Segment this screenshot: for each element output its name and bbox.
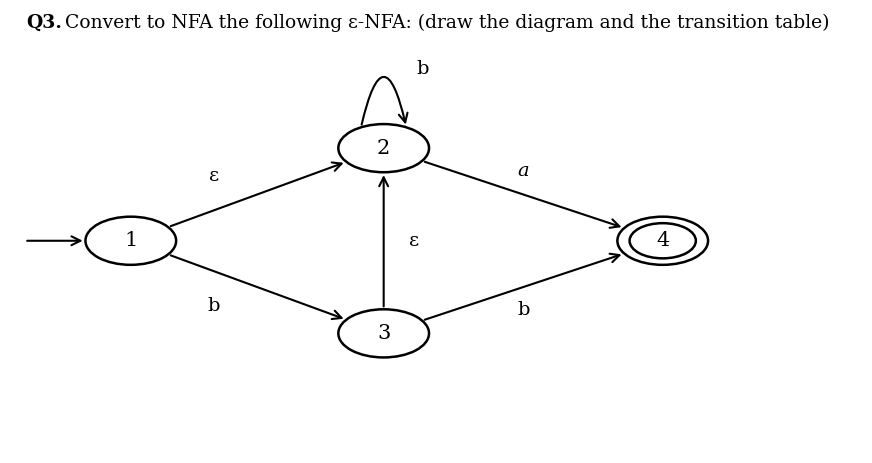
Circle shape: [85, 217, 176, 265]
Text: b: b: [208, 297, 220, 314]
Circle shape: [617, 217, 708, 265]
Text: 2: 2: [377, 138, 391, 158]
Text: ε: ε: [409, 232, 419, 250]
Text: a: a: [517, 163, 529, 180]
FancyArrowPatch shape: [362, 77, 407, 125]
Text: ε: ε: [208, 167, 219, 185]
Circle shape: [338, 124, 429, 172]
Circle shape: [338, 309, 429, 357]
Text: Convert to NFA the following ε-NFA: (draw the diagram and the transition table): Convert to NFA the following ε-NFA: (dra…: [59, 14, 830, 32]
Text: Q3.: Q3.: [26, 14, 62, 32]
Text: b: b: [417, 61, 429, 78]
Text: 3: 3: [377, 324, 391, 343]
Text: b: b: [517, 301, 529, 319]
Text: 1: 1: [124, 231, 138, 250]
Text: 4: 4: [656, 231, 670, 250]
